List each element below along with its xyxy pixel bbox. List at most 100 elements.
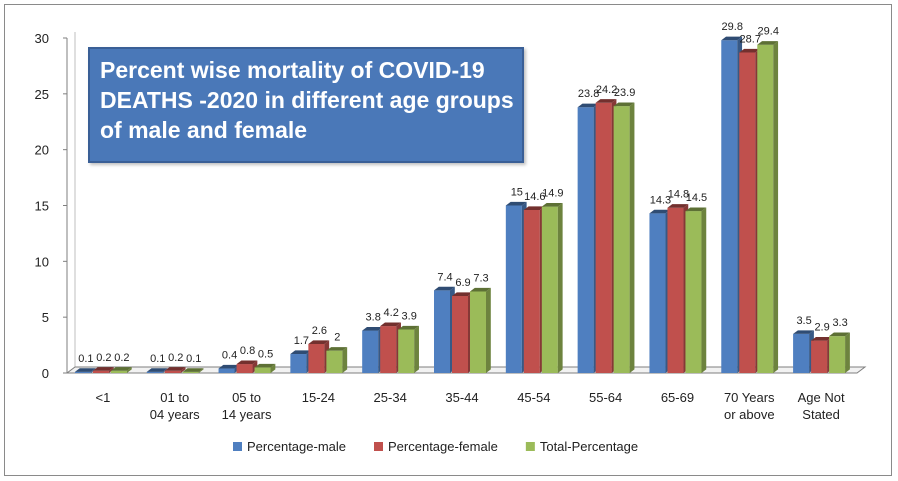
legend-swatch <box>374 442 383 451</box>
bar <box>721 36 743 373</box>
legend: Percentage-male Percentage-female Total-Pe… <box>233 439 638 454</box>
category-label: 65-69 <box>661 390 694 405</box>
data-label: 2 <box>334 332 340 344</box>
bar-front <box>470 291 486 373</box>
bar-top <box>452 292 473 296</box>
bar-side <box>108 367 114 373</box>
bar-top <box>146 368 168 372</box>
bar-front <box>721 40 738 373</box>
legend-label: Total-Percentage <box>540 439 638 454</box>
bar <box>326 347 348 373</box>
legend-label: Percentage-female <box>388 439 498 454</box>
bar-top <box>92 367 114 371</box>
bar-top <box>308 340 330 344</box>
y-tick-labels: 0 5 10 15 20 25 30 <box>35 31 67 381</box>
category-label: 15-24 <box>302 390 335 405</box>
y-tick-label: 10 <box>35 254 49 269</box>
bar <box>649 209 671 373</box>
category-label: 25-34 <box>374 390 407 405</box>
bar-front <box>649 213 666 373</box>
bar-top <box>757 41 779 45</box>
bar-top <box>434 286 455 291</box>
category-label: 45-54 <box>517 390 550 405</box>
bar-front <box>434 290 450 373</box>
bar-front <box>505 205 522 373</box>
bar-front <box>182 371 199 373</box>
category-label: 55-64 <box>589 390 622 405</box>
data-label: 0.4 <box>222 350 237 362</box>
bar-front <box>541 206 558 373</box>
legend-item: Percentage-female <box>374 439 498 454</box>
bar-side <box>126 367 132 373</box>
bar-front <box>74 371 91 373</box>
category-label: 70 Years or above <box>724 390 775 422</box>
bar-top <box>577 103 599 108</box>
bar-front <box>739 52 756 374</box>
bar <box>829 332 850 373</box>
bar-side <box>342 347 348 373</box>
bar-front <box>308 343 325 373</box>
bar <box>236 360 258 373</box>
data-label: 3.3 <box>832 317 847 329</box>
bar <box>739 48 761 374</box>
data-label: 0.1 <box>186 353 201 365</box>
bar-top <box>811 337 832 341</box>
category-labels: <1 01 to 04 years 05 to 14 years 15-24 25-34 35… <box>95 390 844 422</box>
data-label: 0.2 <box>96 352 111 364</box>
category-label: 01 to 04 years <box>150 390 200 422</box>
data-label: 2.9 <box>814 322 829 334</box>
bar-top <box>254 363 276 368</box>
bar-side <box>845 332 850 373</box>
bar-top <box>110 367 132 371</box>
bar-side <box>270 363 276 373</box>
data-label: 2.6 <box>312 325 327 337</box>
y-tick-label: 25 <box>35 87 49 102</box>
bar-top <box>721 36 743 41</box>
data-label: 14.3 <box>650 194 671 206</box>
bar <box>92 367 114 373</box>
bar <box>362 326 383 373</box>
bar-front <box>793 333 810 373</box>
bar-top <box>164 367 186 371</box>
chart-frame: 0.1 0.2 0.2 0.1 0.2 0.1 0.4 0.8 0.5 1.7 2.6 2 3.8 4.2… <box>4 4 892 476</box>
bar <box>793 330 814 373</box>
bar-top <box>505 201 527 206</box>
bar <box>164 367 186 373</box>
y-tick-label: 20 <box>35 143 49 158</box>
y-tick-label: 30 <box>35 31 49 46</box>
data-label: 1.7 <box>294 335 309 347</box>
bar-top <box>236 360 258 365</box>
bar-top <box>829 332 850 337</box>
bar-top <box>739 48 761 53</box>
bar-front <box>685 211 702 373</box>
legend-label: Percentage-male <box>247 439 346 454</box>
data-label: 7.4 <box>437 271 452 283</box>
bar-top <box>326 347 348 351</box>
bar-top <box>74 368 96 372</box>
data-label: 29.8 <box>722 21 743 33</box>
bar-top <box>667 204 689 208</box>
bar <box>523 206 545 373</box>
bar <box>110 367 132 373</box>
bar-front <box>164 370 181 373</box>
data-label: 3.8 <box>366 312 381 324</box>
bar-side <box>486 287 491 373</box>
bar-front <box>577 107 594 373</box>
bar-top <box>685 207 707 212</box>
bar <box>613 102 635 374</box>
bar <box>434 286 455 373</box>
data-label: 24.2 <box>596 84 617 96</box>
bar <box>811 337 832 373</box>
data-label: 3.9 <box>402 310 417 322</box>
bar-top <box>218 364 240 369</box>
bar-top <box>470 287 491 292</box>
bar-front <box>667 207 684 373</box>
bar-front <box>613 106 630 373</box>
bar-front <box>236 364 253 373</box>
data-labels: 0.1 0.2 0.2 0.1 0.2 0.1 0.4 0.8 0.51.72.623.8 4.2… <box>78 21 847 365</box>
chart-title-box: Percent wise mortality of COVID-19 DEATH… <box>88 47 524 163</box>
bar-side <box>180 367 186 373</box>
bar-front <box>829 336 846 373</box>
data-label: 0.8 <box>240 345 255 357</box>
bar-top <box>613 102 635 107</box>
